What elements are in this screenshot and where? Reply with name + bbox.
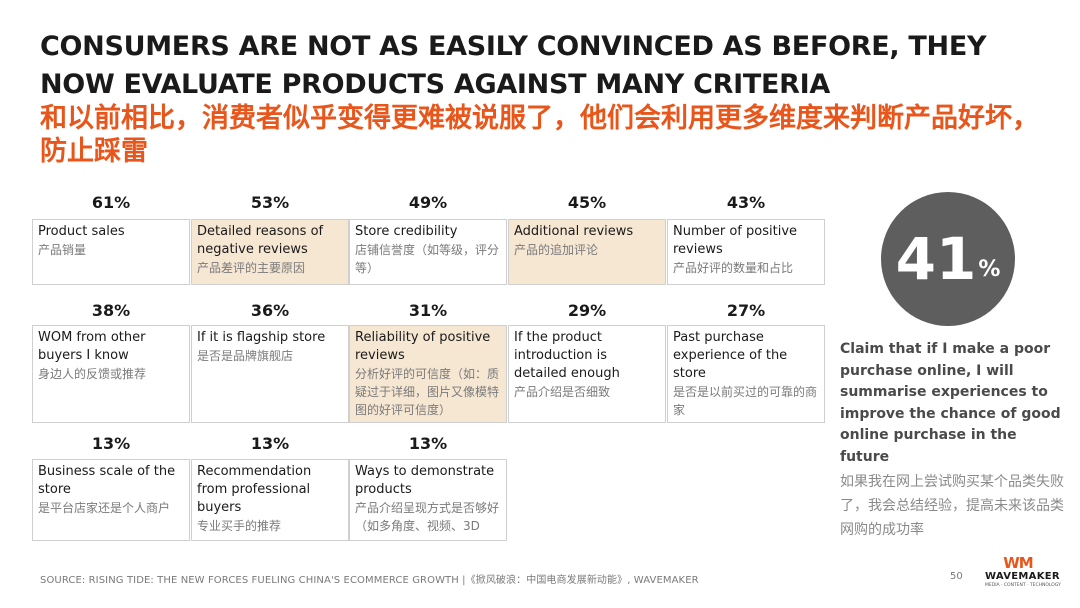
criterion-card: WOM from other buyers I know 身边人的反馈或推荐 <box>32 325 190 423</box>
criterion-label-chinese: 是否是品牌旗舰店 <box>197 349 294 363</box>
logo-name: WAVEMAKER <box>985 571 1060 582</box>
criterion-label-english: If it is flagship store <box>197 330 326 345</box>
criterion-label-chinese: 产品好评的数量和占比 <box>673 261 794 275</box>
wavemaker-logo: WM WAVEMAKER MEDIA · CONTENT · TECHNOLOG… <box>985 554 1061 589</box>
criterion-card: Recommendation from professional buyers 专… <box>191 459 349 541</box>
criterion-label-english: Business scale of the store <box>38 464 176 497</box>
slide-title-english: CONSUMERS ARE NOT AS EASILY CONVINCED AS… <box>40 31 987 100</box>
criterion-card: Business scale of the store 是平台店家还是个人商户 <box>32 459 190 541</box>
criterion-label-chinese: 分析好评的可信度（如：质疑过于详细，图片又像模特图的好评可信度） <box>355 367 500 417</box>
criterion-label-english: Detailed reasons of negative reviews <box>197 224 324 257</box>
criterion-label-english: Reliability of positive reviews <box>355 330 491 363</box>
criterion-card: Store credibility 店铺信誉度（如等级，评分等） <box>349 219 507 285</box>
criterion-label-english: Store credibility <box>355 224 458 239</box>
criterion-label-chinese: 产品介绍是否细致 <box>514 385 611 399</box>
criterion-label-english: Product sales <box>38 224 125 239</box>
criteria-grid: 61% Product sales 产品销量 53% Detailed reasons … <box>32 193 826 543</box>
criterion-percentage: 13% <box>250 434 290 453</box>
stat-circle: 41 % <box>881 192 1015 326</box>
criterion-label-chinese: 专业买手的推荐 <box>197 519 282 533</box>
criterion-card: Detailed reasons of negative reviews 产品差评… <box>191 219 349 285</box>
criterion-card: Reliability of positive reviews 分析好评的可信度（… <box>349 325 507 423</box>
claim-chinese: 如果我在网上尝试购买某个品类失败了，我会总结经验，提高未来该品类网购的成功率 <box>840 474 1064 538</box>
criterion-label-chinese: 店铺信誉度（如等级，评分等） <box>355 243 500 275</box>
criterion-label-chinese: 产品介绍呈现方式是否够好（如多角度、视频、3D <box>355 501 500 533</box>
logo-tagline: MEDIA · CONTENT · TECHNOLOGY <box>985 583 1061 588</box>
criterion-label-chinese: 身边人的反馈或推荐 <box>38 367 147 381</box>
criterion-label-chinese: 产品差评的主要原因 <box>197 261 306 275</box>
criterion-card: Product sales 产品销量 <box>32 219 190 285</box>
criterion-label-english: WOM from other buyers I know <box>38 330 146 363</box>
criterion-label-chinese: 是平台店家还是个人商户 <box>38 501 171 515</box>
criterion-card: Additional reviews 产品的追加评论 <box>508 219 666 285</box>
criterion-percentage: 45% <box>567 193 607 212</box>
criterion-card: If the product introduction is detailed … <box>508 325 666 423</box>
criterion-card: If it is flagship store 是否是品牌旗舰店 <box>191 325 349 423</box>
criterion-label-english: Recommendation from professional buyers <box>197 464 312 515</box>
criterion-percentage: 53% <box>250 193 290 212</box>
criterion-label-chinese: 产品销量 <box>38 243 87 257</box>
criterion-percentage: 29% <box>567 301 607 320</box>
criterion-percentage: 13% <box>91 434 131 453</box>
criterion-label-chinese: 产品的追加评论 <box>514 243 599 257</box>
criterion-card: Past purchase experience of the store 是否是… <box>667 325 825 423</box>
criterion-percentage: 49% <box>408 193 448 212</box>
criterion-percentage: 38% <box>91 301 131 320</box>
source-footnote: SOURCE: RISING TIDE: THE NEW FORCES FUEL… <box>40 575 699 586</box>
criterion-label-english: Number of positive reviews <box>673 224 798 257</box>
stat-number: 41 <box>895 225 977 293</box>
criterion-card: Ways to demonstrate products 产品介绍呈现方式是否够好… <box>349 459 507 541</box>
slide-title-chinese: 和以前相比，消费者似乎变得更难被说服了，他们会利用更多维度来判断产品好坏，防止踩… <box>40 103 1039 167</box>
criterion-percentage: 13% <box>408 434 448 453</box>
claim-english: Claim that if I make a poor purchase onl… <box>840 341 1061 465</box>
criterion-label-chinese: 是否是以前买过的可靠的商家 <box>673 385 818 417</box>
criterion-percentage: 43% <box>726 193 766 212</box>
stat-unit: % <box>978 256 1001 282</box>
criterion-label-english: Additional reviews <box>514 224 634 239</box>
criterion-label-english: Past purchase experience of the store <box>673 330 788 381</box>
criterion-card: Number of positive reviews 产品好评的数量和占比 <box>667 219 825 285</box>
criterion-percentage: 36% <box>250 301 290 320</box>
criterion-label-english: Ways to demonstrate products <box>355 464 495 497</box>
criterion-percentage: 61% <box>91 193 131 212</box>
criterion-percentage: 31% <box>408 301 448 320</box>
logo-mark: WM <box>1003 554 1033 572</box>
page-number: 50 <box>950 571 963 582</box>
criterion-percentage: 27% <box>726 301 766 320</box>
criterion-label-english: If the product introduction is detailed … <box>514 330 620 381</box>
